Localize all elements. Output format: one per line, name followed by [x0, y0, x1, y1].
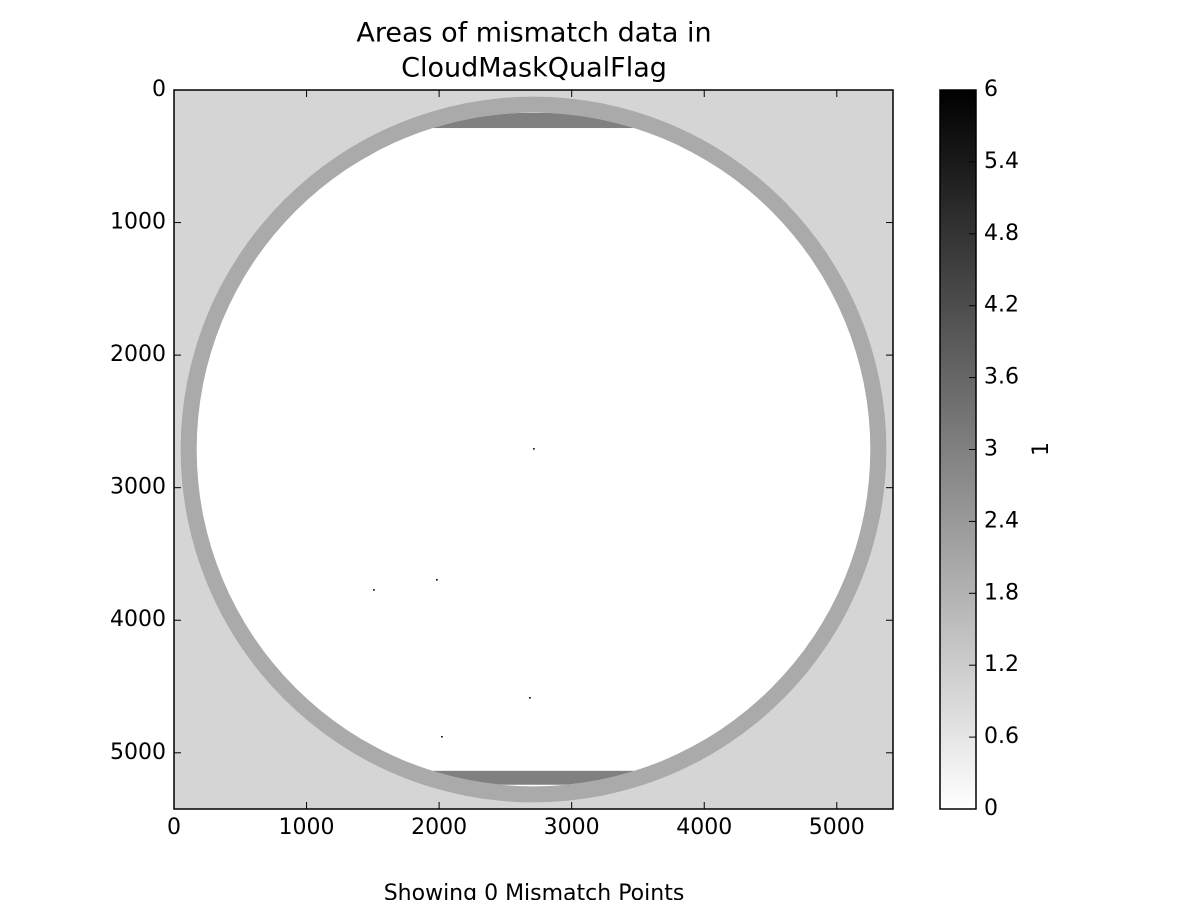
y-tick-label: 2000: [110, 342, 166, 367]
colorbar-tick-label: 4.2: [984, 293, 1019, 318]
x-tick-label: 3000: [544, 815, 600, 840]
colorbar-tick-label: 3: [984, 437, 998, 462]
image-area: [174, 90, 893, 809]
colorbar-tick-label: 2.4: [984, 508, 1019, 533]
x-tick-label: 1000: [279, 815, 335, 840]
y-tick-label: 0: [152, 77, 166, 102]
colorbar-tick-label: 1.2: [984, 652, 1019, 677]
y-tick-label: 4000: [110, 607, 166, 632]
mismatch-point: [533, 448, 535, 450]
colorbar-tick-label: 1.8: [984, 580, 1019, 605]
colorbar-tick-label: 6: [984, 77, 998, 102]
y-tick-label: 5000: [110, 740, 166, 765]
mismatch-point: [373, 589, 375, 591]
mismatch-point: [529, 696, 531, 699]
colorbar-tick-label: 0: [984, 796, 998, 821]
colorbar-tick-label: 4.8: [984, 221, 1019, 246]
x-tick-label: 5000: [809, 815, 865, 840]
mismatch-point: [436, 579, 438, 581]
colorbar-label: 1: [1029, 442, 1054, 456]
chart-title: CloudMaskQualFlag: [401, 53, 667, 84]
axes-frame: [173, 89, 894, 810]
y-tick-label: 1000: [110, 210, 166, 235]
colorbar-tick-label: 3.6: [984, 365, 1019, 390]
colorbar-tick-label: 5.4: [984, 149, 1019, 174]
x-tick-label: 0: [167, 815, 181, 840]
mismatch-point: [441, 735, 443, 738]
chart-title: Areas of mismatch data in: [356, 18, 711, 49]
x-tick-label: 2000: [411, 815, 467, 840]
y-tick-label: 3000: [110, 475, 166, 500]
colorbar-tick-label: 0.6: [984, 724, 1019, 749]
x-tick-label: 4000: [676, 815, 732, 840]
footer: Showing 0 Mismatch Points: [384, 881, 685, 900]
